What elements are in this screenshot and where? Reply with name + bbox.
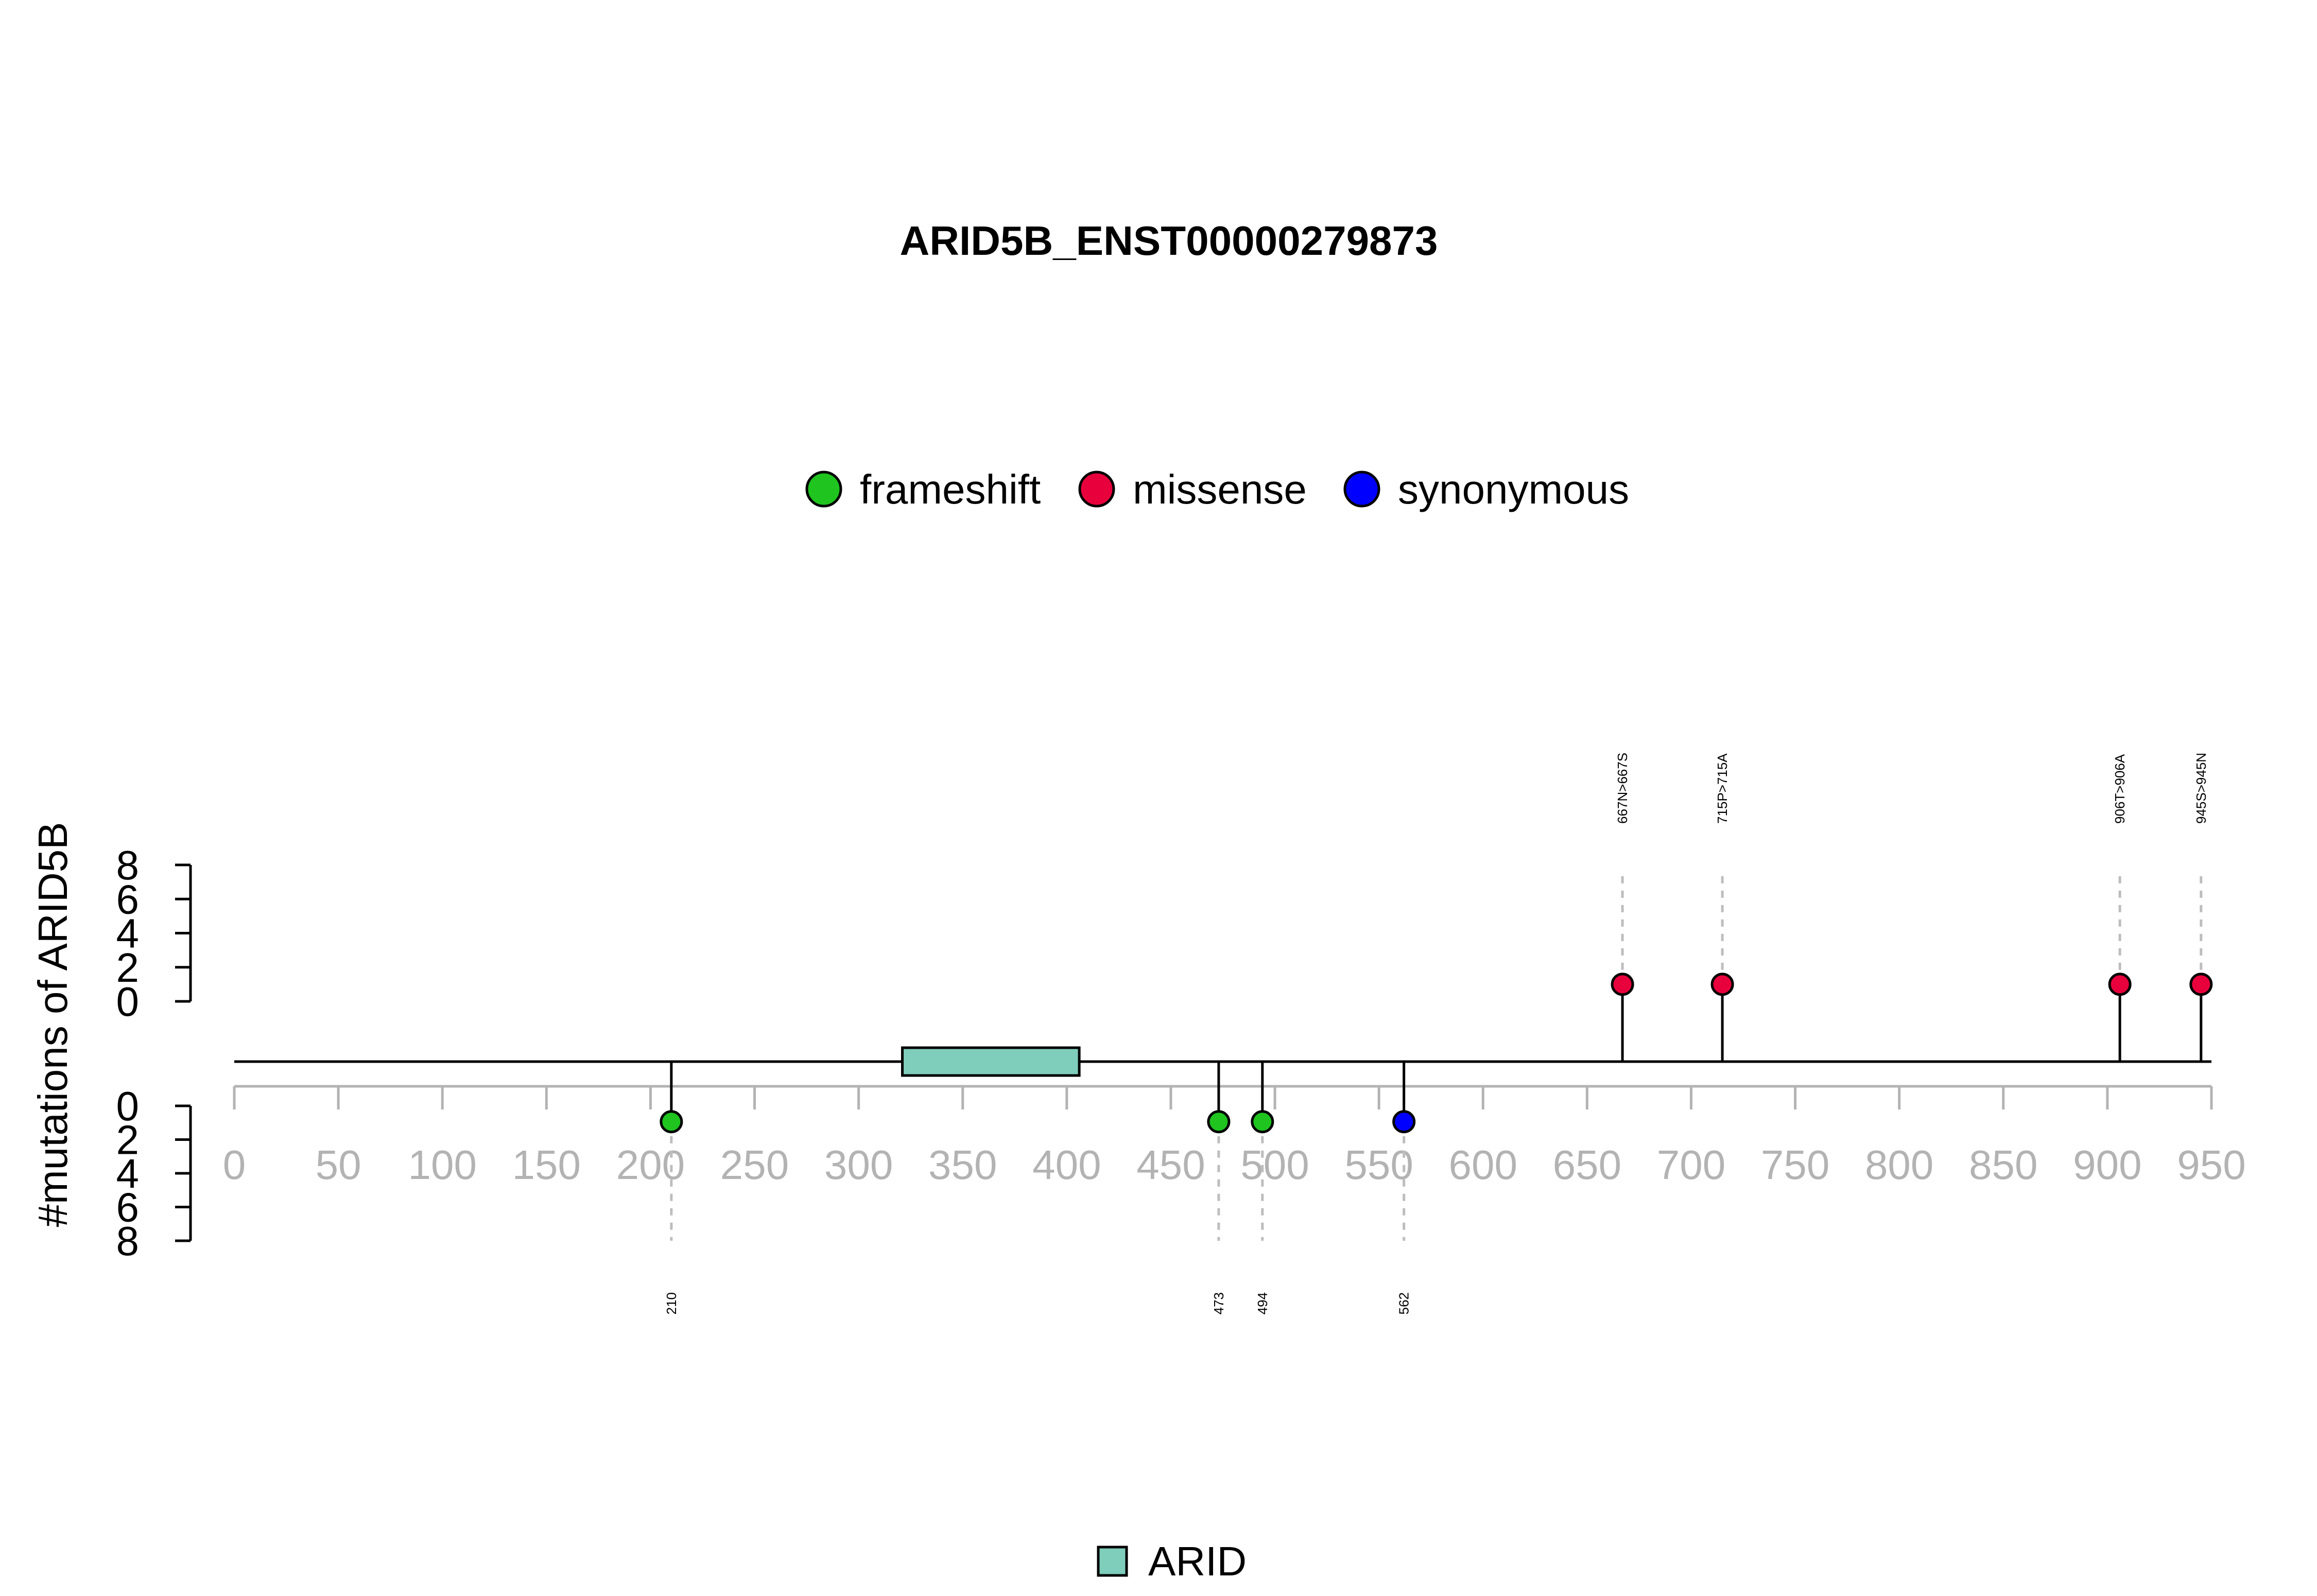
- mutation-label-945s-945n: 945S>945N: [2193, 753, 2209, 824]
- lollipop-bottom-562: 562: [1392, 1062, 1416, 1314]
- mutation-label-210: 210: [664, 1292, 679, 1314]
- x-axis-tick-label-100: 100: [408, 1142, 476, 1188]
- lollipop-top-906: 906T>906A: [2108, 754, 2132, 1062]
- legend-marker-frameshift: [805, 471, 842, 508]
- legend-label-frameshift: frameshift: [860, 466, 1041, 512]
- mutation-label-494: 494: [1255, 1292, 1270, 1314]
- lollipop-head-473: [1207, 1110, 1231, 1134]
- domain-legend-item-arid: ARID: [1097, 1538, 1247, 1584]
- mutation-label-562: 562: [1396, 1292, 1412, 1314]
- lollipop-bottom-494: 494: [1251, 1062, 1274, 1314]
- protein-domains: [901, 1046, 1081, 1077]
- y-axis-top-tick-label-6: 6: [116, 876, 140, 922]
- lollipops-bottom: 210 473 494 562: [660, 1062, 1416, 1314]
- domain-legend-label-arid: ARID: [1148, 1538, 1247, 1584]
- lollipop-head-494: [1251, 1110, 1274, 1134]
- lollipop-bottom-473: 473: [1207, 1062, 1231, 1314]
- domain-arid: [901, 1046, 1081, 1077]
- y-axis-top-tick-label-2: 2: [116, 945, 140, 991]
- y-axis-bottom-tick-label-0: 0: [116, 1083, 140, 1129]
- lollipop-top-945: 945S>945N: [2189, 753, 2213, 1062]
- chart-title: ARID5B_ENST00000279873: [900, 218, 1438, 264]
- lollipop-head-667: [1611, 973, 1634, 996]
- x-axis-tick-label-250: 250: [720, 1142, 789, 1188]
- x-axis-tick-label-350: 350: [928, 1142, 997, 1188]
- lollipop-head-945: [2189, 973, 2213, 996]
- x-axis-tick-label-850: 850: [1969, 1142, 2037, 1188]
- lollipop-head-906: [2108, 973, 2132, 996]
- y-axis-top-tick-label-0: 0: [116, 979, 140, 1025]
- y-axis-bottom-tick-label-6: 6: [116, 1185, 140, 1230]
- domain-legend-swatch-arid: [1097, 1546, 1128, 1577]
- x-axis-tick-label-750: 750: [1761, 1142, 1829, 1188]
- x-axis-tick-label-0: 0: [223, 1142, 246, 1188]
- mutation-type-legend: frameshift missense synonymous: [805, 466, 1629, 512]
- legend-item-missense: missense: [1078, 466, 1307, 512]
- mutation-label-715p-715a: 715P>715A: [1715, 753, 1730, 824]
- x-axis-tick-label-950: 950: [2177, 1142, 2245, 1188]
- lollipop-head-210: [660, 1110, 683, 1134]
- x-axis-tick-label-600: 600: [1449, 1142, 1517, 1188]
- x-axis-tick-label-500: 500: [1240, 1142, 1309, 1188]
- lollipop-bottom-210: 210: [660, 1062, 683, 1314]
- x-axis-tick-label-200: 200: [616, 1142, 685, 1188]
- x-axis-tick-label-800: 800: [1865, 1142, 1933, 1188]
- legend-item-synonymous: synonymous: [1343, 466, 1629, 512]
- legend-item-frameshift: frameshift: [805, 466, 1041, 512]
- x-axis-tick-label-150: 150: [512, 1142, 581, 1188]
- legend-label-missense: missense: [1133, 466, 1307, 512]
- domain-legend: ARID: [1097, 1538, 1247, 1584]
- x-axis: 0 50 100 150 200 250 300 350 400 450 500 550 600 650 7…: [223, 1085, 2246, 1188]
- lollipop-top-715: 715P>715A: [1710, 753, 1734, 1062]
- x-axis-tick-label-650: 650: [1553, 1142, 1621, 1188]
- lollipop-head-562: [1392, 1110, 1416, 1134]
- y-axis-bottom-tick-label-2: 2: [116, 1117, 140, 1163]
- legend-marker-synonymous: [1343, 471, 1380, 508]
- x-axis-tick-label-700: 700: [1657, 1142, 1725, 1188]
- x-axis-tick-label-550: 550: [1344, 1142, 1413, 1188]
- mutation-label-473: 473: [1211, 1292, 1226, 1314]
- x-axis-tick-label-50: 50: [316, 1142, 361, 1188]
- y-axis-bottom-tick-label-4: 4: [116, 1151, 140, 1196]
- x-axis-tick-label-900: 900: [2073, 1142, 2141, 1188]
- y-axis-label: #mutations of ARID5B: [30, 822, 76, 1227]
- y-axis-top-tick-label-8: 8: [116, 842, 140, 888]
- lollipops-top: 667N>667S 715P>715A 906T>906A 945S>945N: [1611, 753, 2213, 1062]
- y-axis-top-tick-label-4: 4: [116, 911, 140, 957]
- lollipop-head-715: [1710, 973, 1734, 996]
- x-axis-tick-label-400: 400: [1032, 1142, 1101, 1188]
- x-axis-tick-label-450: 450: [1136, 1142, 1205, 1188]
- mutation-label-667n-667s: 667N>667S: [1615, 753, 1630, 824]
- y-axis-bottom-tick-label-8: 8: [116, 1218, 140, 1264]
- legend-label-synonymous: synonymous: [1398, 466, 1629, 512]
- mutation-label-906t-906a: 906T>906A: [2112, 754, 2128, 824]
- legend-marker-missense: [1078, 471, 1115, 508]
- lollipop-top-667: 667N>667S: [1611, 753, 1634, 1062]
- x-axis-tick-label-300: 300: [824, 1142, 893, 1188]
